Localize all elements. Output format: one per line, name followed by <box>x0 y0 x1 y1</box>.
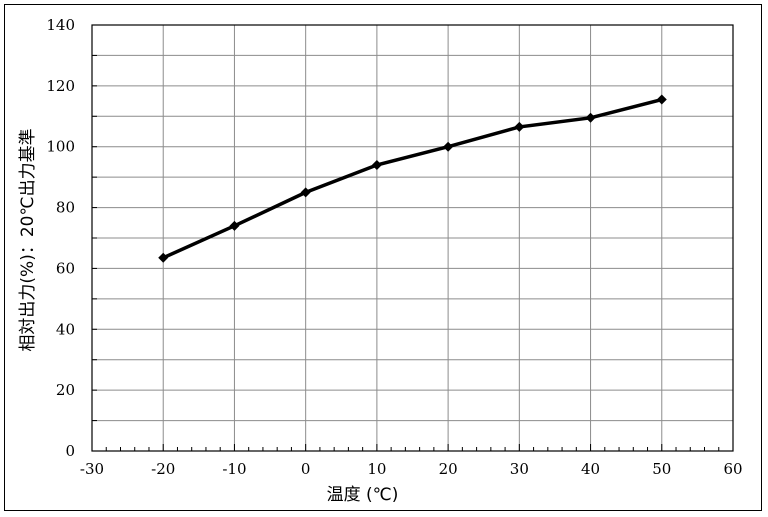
y-tick-label: 0 <box>65 442 75 460</box>
x-tick-label: 50 <box>652 460 671 478</box>
chart-frame <box>4 4 762 511</box>
y-tick-labels: 0 20 40 60 80 100 120 140 <box>46 16 75 460</box>
data-point-marker <box>656 94 667 105</box>
y-tick-label: 20 <box>56 381 75 399</box>
y-tick-label: 60 <box>56 259 75 277</box>
y-tick-label: 140 <box>46 16 75 34</box>
data-point-marker <box>443 141 454 152</box>
y-tick-label: 40 <box>56 320 75 338</box>
data-point-marker <box>158 252 169 263</box>
x-tick-label: 20 <box>439 460 458 478</box>
x-tick-label: -10 <box>222 460 246 478</box>
y-tick-label: 80 <box>56 199 75 217</box>
y-axis-title: 相対出力(%)：20℃出力基準 <box>18 128 38 351</box>
series-line <box>162 97 663 260</box>
data-point-marker <box>300 187 311 198</box>
data-point-marker <box>371 159 382 170</box>
x-axis-title: 温度 (℃) <box>327 485 399 505</box>
grid <box>92 25 733 451</box>
data-point-marker <box>514 121 525 132</box>
data-point-marker <box>229 220 240 231</box>
data-point-marker <box>585 112 596 123</box>
x-tick-label: 30 <box>510 460 529 478</box>
x-tick-label: -30 <box>80 460 104 478</box>
y-tick-label: 100 <box>46 138 75 156</box>
x-tick-label: 40 <box>581 460 600 478</box>
series-group <box>158 94 667 263</box>
y-tick-label: 120 <box>46 77 75 95</box>
x-tick-label: 10 <box>367 460 386 478</box>
x-tick-label: -20 <box>151 460 175 478</box>
x-tick-labels: -30 -20 -10 0 10 20 30 40 50 60 <box>80 460 743 478</box>
x-tick-label: 0 <box>301 460 311 478</box>
x-tick-label: 60 <box>723 460 742 478</box>
minor-ticks <box>91 24 734 452</box>
